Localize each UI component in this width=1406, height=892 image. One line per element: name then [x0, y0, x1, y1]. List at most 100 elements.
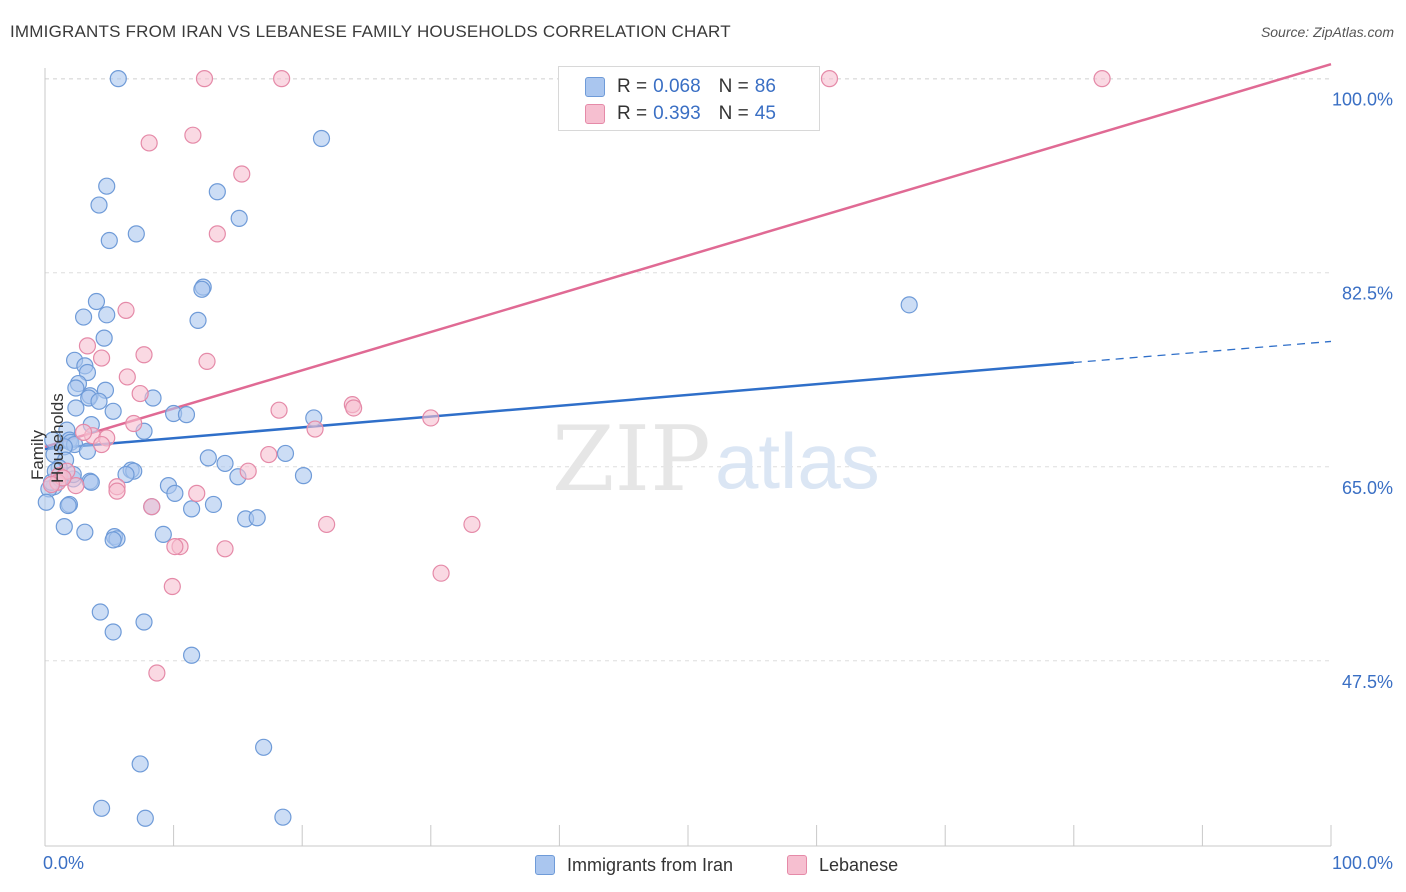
lebanese-point [131, 384, 149, 403]
lebanese-point [92, 349, 111, 367]
iran-trend-extension [1073, 340, 1332, 364]
iran-point [92, 799, 111, 817]
iran-point [204, 495, 223, 514]
lebanese-point [92, 435, 111, 454]
lebanese-point [148, 664, 166, 682]
iran-point [59, 496, 77, 515]
lebanese-point [198, 352, 216, 371]
lebanese-point [239, 462, 257, 480]
points-layer [37, 70, 1111, 827]
iran-point [67, 379, 85, 397]
iran-point [199, 449, 217, 467]
iran-point [216, 454, 234, 473]
iran-point [193, 280, 211, 298]
lebanese-point [195, 70, 214, 88]
lebanese-point [208, 225, 226, 243]
lebanese-point [306, 420, 324, 438]
iran-point [82, 473, 100, 491]
lebanese-point [184, 126, 202, 144]
legend-r-label: R = [617, 103, 648, 124]
lebanese-point [125, 414, 143, 433]
series-legend-lebanese[interactable]: Lebanese [787, 852, 898, 878]
iran-point [91, 603, 109, 621]
lebanese-point [422, 409, 440, 427]
iran-point [255, 738, 273, 756]
lebanese-point [820, 70, 839, 88]
legend-n-value-lebanese: 45 [754, 103, 776, 124]
iran-point [74, 308, 93, 326]
lebanese-point [216, 540, 234, 558]
lebanese-point [432, 564, 450, 582]
lebanese-point [140, 134, 158, 152]
watermark: ZIP atlas [552, 407, 880, 512]
lebanese-point [273, 70, 291, 88]
series-legend-iran[interactable]: Immigrants from Iran [535, 852, 733, 878]
series-swatch-lebanese [787, 855, 807, 875]
iran-point [183, 646, 201, 664]
watermark-zip: ZIP [552, 407, 711, 512]
watermark-atlas: atlas [715, 417, 880, 505]
iran-point [230, 209, 248, 227]
iran-point [55, 518, 73, 536]
lebanese-point [67, 477, 85, 495]
chart-title: IMMIGRANTS FROM IRAN VS LEBANESE FAMILY … [10, 22, 731, 41]
iran-point [294, 467, 313, 485]
iran-point [90, 196, 108, 214]
y-tick-label: 47.5% [1342, 672, 1393, 692]
tick-labels-layer: 47.5% 65.0% 82.5% 100.0% 0.0% 100.0% [43, 90, 1393, 873]
series-label-iran: Immigrants from Iran [567, 854, 734, 875]
iran-point [248, 509, 266, 527]
lebanese-point [135, 346, 153, 364]
iran-point [109, 70, 127, 88]
iran-point [90, 392, 108, 410]
lebanese-point [270, 401, 288, 419]
series-label-lebanese: Lebanese [819, 854, 899, 875]
iran-point [78, 442, 97, 460]
iran-point [183, 500, 201, 518]
lebanese-point [318, 515, 336, 534]
iran-point [154, 525, 172, 543]
legend-swatch-lebanese [585, 104, 605, 124]
y-tick-label: 100.0% [1332, 90, 1393, 110]
iran-trend-line [44, 361, 1074, 451]
iran-point [177, 406, 196, 424]
iran-point [76, 523, 94, 541]
iran-point [104, 623, 122, 641]
legend-row-iran: R = 0.068 N = 86 [585, 75, 776, 99]
iran-point [87, 292, 106, 311]
iran-point [276, 444, 295, 463]
lebanese-point [78, 337, 97, 355]
y-axis-label: Family Households [28, 393, 67, 483]
lebanese-point [188, 484, 206, 502]
iran-point [100, 231, 118, 250]
iran-point [131, 755, 149, 773]
lebanese-point [345, 399, 363, 417]
iran-point [98, 306, 116, 324]
y-tick-label: 65.0% [1342, 478, 1393, 498]
lebanese-trend-line [44, 63, 1332, 448]
source-credit: Source: ZipAtlas.com [1260, 24, 1394, 40]
trend-layer [44, 63, 1332, 451]
legend-r-label: R = [617, 76, 648, 97]
iran-point [208, 183, 226, 201]
stats-legend: R = 0.068 N = 86 R = 0.393 N = 45 [558, 66, 820, 131]
grid-layer [45, 78, 1331, 662]
legend-n-label: N = [718, 76, 749, 97]
iran-point [117, 465, 135, 484]
iran-point [104, 402, 122, 420]
lebanese-point [117, 301, 135, 319]
legend-n-label: N = [718, 103, 749, 124]
iran-point [67, 399, 85, 417]
iran-point [136, 809, 154, 827]
lebanese-point [143, 498, 161, 516]
iran-point [135, 613, 153, 631]
lebanese-point [166, 537, 184, 556]
x-tick-label: 0.0% [43, 853, 84, 873]
iran-point [166, 484, 184, 502]
iran-point [189, 311, 207, 329]
lebanese-point [1093, 70, 1111, 88]
legend-r-value-lebanese: 0.393 [653, 103, 701, 124]
iran-point [274, 808, 292, 826]
lebanese-point [42, 475, 61, 494]
